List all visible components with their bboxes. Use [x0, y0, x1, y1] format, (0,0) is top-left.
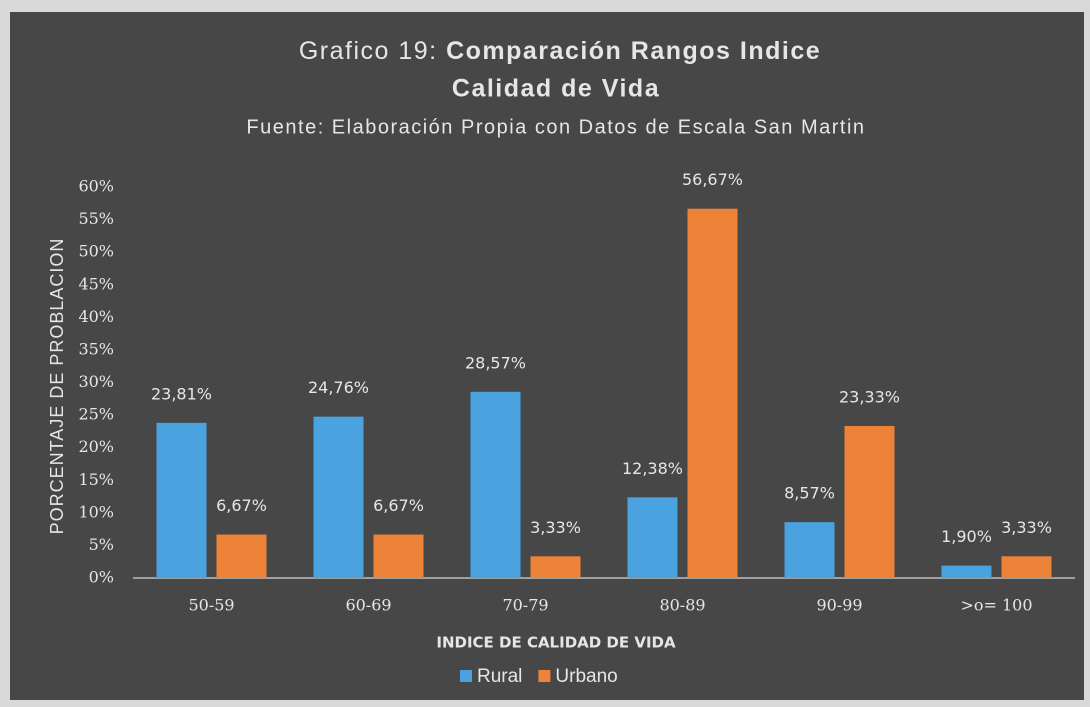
y-tick-label: 0%: [89, 568, 114, 587]
y-tick-label: 20%: [78, 437, 114, 456]
data-label: 56,67%: [682, 170, 743, 189]
data-label: 12,38%: [622, 459, 683, 478]
y-tick-label: 40%: [78, 307, 114, 326]
chart-subtitle: Fuente: Elaboración Propia con Datos de …: [246, 116, 865, 138]
data-label: 28,57%: [465, 353, 526, 372]
data-label: 3,33%: [1001, 518, 1052, 537]
x-tick-label: 80-89: [659, 596, 705, 615]
bar: [373, 534, 424, 578]
legend-swatch: [538, 670, 551, 682]
data-label: 24,76%: [308, 378, 369, 397]
bar: [941, 565, 992, 578]
data-label: 6,67%: [373, 496, 424, 515]
title-prefix: Grafico 19:: [299, 37, 438, 65]
title-main: Comparación Rangos Indice: [446, 37, 821, 65]
x-tick-label: >o= 100: [960, 596, 1032, 615]
y-tick-label: 15%: [78, 470, 114, 489]
bar: [844, 425, 895, 578]
x-axis-label: INDICE DE CALIDAD DE VIDA: [436, 634, 676, 652]
y-axis-label: PORCENTAJE DE PROBLACION: [47, 238, 67, 535]
bar: [687, 208, 738, 578]
chart-title-line2: Calidad de Vida: [452, 75, 660, 103]
x-tick-label: 60-69: [345, 596, 391, 615]
bar: [156, 422, 207, 578]
bar: [627, 497, 678, 578]
bar: [470, 391, 521, 578]
y-tick-label: 45%: [78, 274, 114, 293]
bar: [784, 522, 835, 578]
y-tick-label: 55%: [78, 209, 114, 228]
y-tick-label: 30%: [78, 372, 114, 391]
y-tick-label: 5%: [89, 535, 114, 554]
data-label: 23,33%: [839, 387, 900, 406]
bar: [216, 534, 267, 578]
bar: [530, 556, 581, 578]
chart-title: Grafico 19: Comparación Rangos Indice: [299, 37, 821, 65]
chart-background: [10, 12, 1084, 700]
y-tick-label: 60%: [78, 177, 114, 196]
data-label: 23,81%: [151, 384, 212, 403]
y-tick-label: 50%: [78, 242, 114, 261]
legend-label: Urbano: [555, 666, 617, 687]
y-tick-label: 25%: [78, 405, 114, 424]
y-tick-label: 35%: [78, 339, 114, 358]
legend-label: Rural: [477, 666, 522, 687]
y-tick-label: 10%: [78, 502, 114, 521]
data-label: 8,57%: [784, 484, 835, 503]
legend-swatch: [460, 670, 472, 682]
data-label: 3,33%: [530, 518, 581, 537]
bar: [1001, 556, 1052, 578]
data-label: 6,67%: [216, 496, 267, 515]
x-tick-label: 70-79: [502, 596, 548, 615]
x-tick-label: 90-99: [816, 596, 862, 615]
data-label: 1,90%: [941, 527, 992, 546]
bar: [313, 416, 364, 578]
x-tick-label: 50-59: [188, 596, 234, 615]
